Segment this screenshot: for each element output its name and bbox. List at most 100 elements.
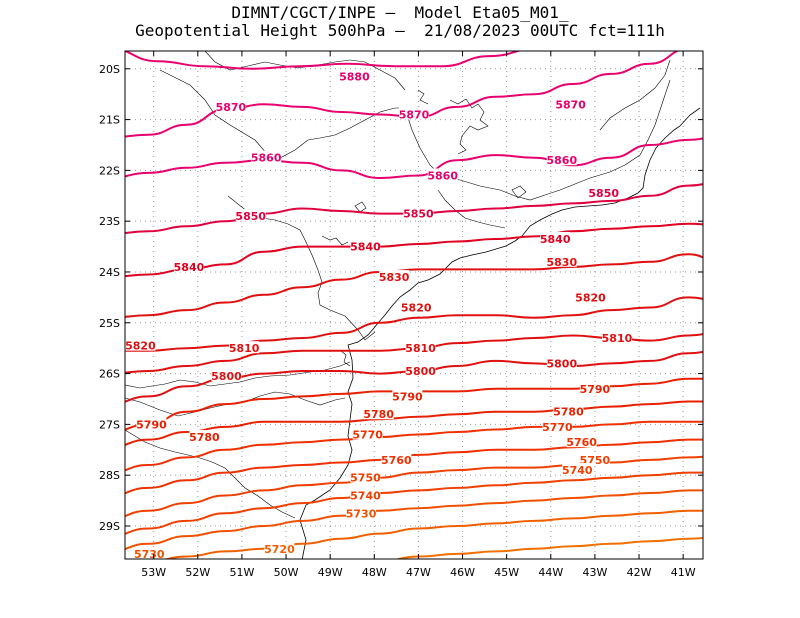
contour-label-bg-5820-2 [575,290,606,303]
country-border-argentina [125,429,296,519]
contour-label-bg-5720-0 [264,541,295,554]
contour-label-bg-5830-0 [379,270,410,283]
contour-label-5770-0: 5770 [352,429,383,442]
reservoir-itaipu [321,235,349,246]
island-marker-sp [354,201,367,213]
lat-label-27S: 27S [99,418,120,431]
title-line-2: Geopotential Height 500hPa — 21/08/2023 … [135,21,665,40]
contour-label-5800-1: 5800 [405,365,436,378]
lat-label-29S: 29S [99,520,120,533]
contour-label-5820-1: 5820 [401,302,432,315]
contour-label-5760-0: 5760 [381,454,412,467]
contour-label-bg-5760-0 [381,452,412,465]
contour-label-5810-1: 5810 [405,342,436,355]
contour-5770 [125,420,703,472]
contour-label-bg-5860-0 [251,150,282,163]
contour-label-5790-1: 5790 [392,390,423,403]
contour-label-bg-5870-2 [555,97,586,110]
contour-label-bg-5770-1 [542,419,573,432]
contour-label-bg-5850-2 [588,186,619,199]
contour-label-bg-5800-2 [546,356,577,369]
contour-5720 [163,509,703,559]
axis-ticks: 20S 21S 22S 23S 24S 25S 26S 27S 28S 29S 53W 52W 51W 5… [99,51,703,579]
lagoon-sc [339,349,351,367]
contour-label-5780-0: 5780 [189,431,220,444]
lon-label-47W: 47W [406,566,431,579]
contour-5740 [125,471,703,535]
state-boundary-pr-sp [227,195,376,341]
contour-label-bg-5740-1 [562,463,593,476]
contour-label-bg-5840-0 [173,259,204,272]
contour-5750 [125,455,703,518]
contour-label-5730-0: 5730 [134,548,165,561]
contour-5860 [125,137,703,180]
map-title: DIMNT/CGCT/INPE — Model Eta05_M01_ Geopot… [0,4,800,40]
contour-label-bg-5800-0 [211,369,242,382]
contour-label-bg-5830-1 [546,254,577,267]
contour-label-bg-5810-1 [405,341,436,354]
contour-label-5730-1: 5730 [346,507,377,520]
contour-label-5850-0: 5850 [235,210,266,223]
contour-label-5800-2: 5800 [546,357,577,370]
contour-label-5770-1: 5770 [542,421,573,434]
contour-label-5800-0: 5800 [211,370,242,383]
contour-label-bg-5730-1 [346,506,377,519]
contour-label-bg-5810-2 [601,331,632,344]
lon-label-51W: 51W [229,566,254,579]
lon-label-43W: 43W [582,566,607,579]
contour-label-5790-2: 5790 [580,383,611,396]
contour-label-5840-1: 5840 [350,241,381,254]
contour-label-bg-5870-1 [399,107,429,120]
lat-label-23S: 23S [99,215,120,228]
plot-frame [124,50,704,560]
contour-label-bg-5750-0 [350,470,381,483]
contour-5880 [125,51,522,70]
lon-label-42W: 42W [627,566,652,579]
contour-label-bg-5790-2 [579,381,610,394]
contour-label-bg-5820-0 [125,338,156,351]
contour-label-5830-1: 5830 [546,256,577,269]
height-contours: 5880 5870 5870 5870 5860 5860 5860 5850 5850 5850… [125,51,703,561]
contour-label-5830-0: 5830 [379,271,410,284]
contour-label-5780-2: 5780 [553,406,584,419]
contour-label-bg-5880-0 [339,69,370,82]
contour-label-5870-2: 5870 [555,98,586,111]
contour-label-5860-2: 5860 [546,154,577,167]
contour-label-5880-0: 5880 [339,70,370,83]
lat-label-24S: 24S [99,266,120,279]
contour-label-5780-1: 5780 [363,408,394,421]
contour-label-5740-0: 5740 [350,490,381,503]
lon-label-41W: 41W [671,566,696,579]
lat-label-25S: 25S [99,317,120,330]
contour-label-bg-5820-1 [401,300,432,313]
contour-label-bg-5810-0 [229,341,260,354]
contour-5730 [125,489,703,551]
contour-5760 [125,438,703,495]
contour-5840 [125,222,703,278]
lon-label-53W: 53W [141,566,166,579]
contour-label-5810-2: 5810 [602,332,633,345]
contour-label-5840-2: 5840 [540,233,571,246]
contour-label-5850-1: 5850 [403,208,434,221]
contour-label-5820-2: 5820 [575,291,606,304]
contour-label-5870-1: 5870 [399,109,430,122]
island-marker-rj [511,185,527,199]
contour-5820 [125,296,703,352]
contour-label-5820-0: 5820 [125,340,156,353]
contour-label-bg-5850-1 [403,206,434,219]
contour-label-bg-5780-1 [363,407,394,420]
lat-label-20S: 20S [99,63,120,76]
contour-label-bg-5840-2 [540,231,571,244]
contour-label-5740-1: 5740 [562,464,593,477]
contour-label-5850-2: 5850 [588,187,619,200]
contour-label-5790-0: 5790 [136,418,167,431]
contour-5780 [125,400,703,446]
contour-label-bg-5780-0 [189,430,220,443]
lat-label-22S: 22S [99,164,120,177]
contour-label-5750-0: 5750 [350,472,381,485]
contour-label-bg-5770-0 [352,427,383,440]
contour-label-5860-0: 5860 [251,152,282,165]
lon-label-52W: 52W [185,566,210,579]
contour-label-5840-0: 5840 [174,261,205,274]
